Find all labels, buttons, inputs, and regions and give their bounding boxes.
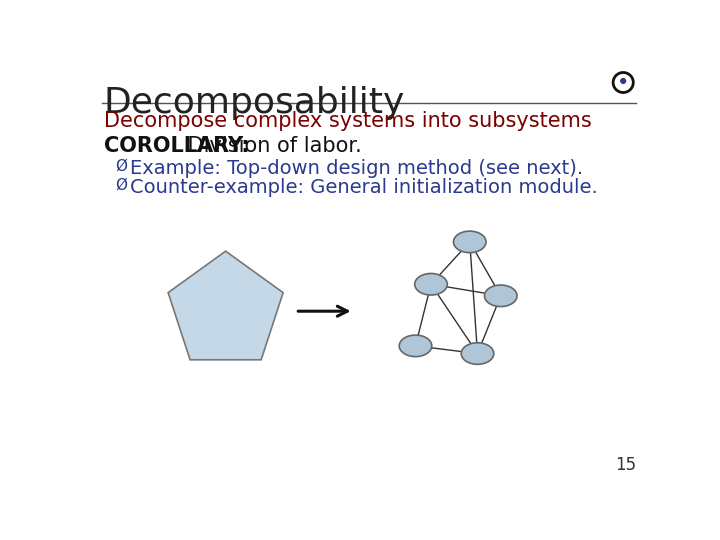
- Text: Counter-example: General initialization module.: Counter-example: General initialization …: [130, 178, 598, 197]
- Circle shape: [613, 72, 634, 92]
- Text: Example: Top-down design method (see next).: Example: Top-down design method (see nex…: [130, 159, 583, 178]
- Text: COROLLARY:: COROLLARY:: [104, 137, 250, 157]
- Text: 15: 15: [616, 456, 636, 475]
- Text: Ø: Ø: [116, 159, 127, 174]
- Ellipse shape: [485, 285, 517, 307]
- Text: Decomposability: Decomposability: [104, 85, 405, 119]
- Text: Division of labor.: Division of labor.: [181, 137, 362, 157]
- Polygon shape: [168, 251, 283, 360]
- Circle shape: [620, 78, 626, 84]
- Text: Decompose complex systems into subsystems: Decompose complex systems into subsystem…: [104, 111, 592, 131]
- Text: Ø: Ø: [116, 178, 127, 193]
- Ellipse shape: [415, 273, 447, 295]
- Ellipse shape: [454, 231, 486, 253]
- Ellipse shape: [399, 335, 432, 356]
- Ellipse shape: [462, 343, 494, 364]
